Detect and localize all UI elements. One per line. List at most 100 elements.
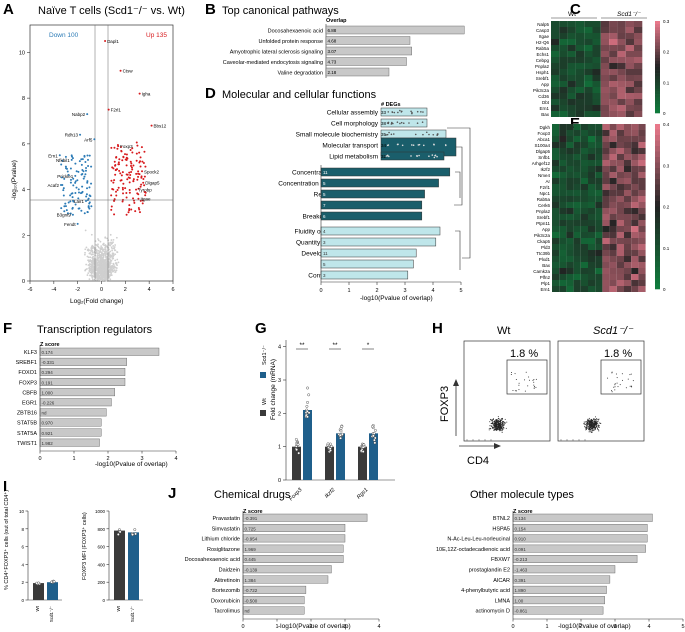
colorbar-segment (655, 206, 660, 213)
molfun-dot (444, 144, 447, 146)
canonical-row-label: Docosahexaenoic acid (268, 29, 323, 35)
heatmap-cell (559, 39, 568, 45)
flow-event (499, 425, 501, 427)
heatmap-cell (602, 268, 610, 274)
flow-event (583, 423, 585, 425)
bar-row-label: Doxorubicin (211, 598, 240, 604)
heatmap-cell (573, 220, 581, 226)
heatmap-cell (602, 274, 610, 280)
heatmap-cell (592, 81, 601, 87)
heatmap-cell (625, 51, 634, 57)
volcano-ytick-label: 6 (22, 142, 25, 148)
heatmap-cell (588, 136, 596, 142)
heatmap-cell (638, 232, 646, 238)
flow-event (498, 418, 500, 420)
heatmap-cell (559, 202, 567, 208)
heatmap-cell (624, 154, 632, 160)
colorbar-segment (655, 67, 660, 71)
bar-value-label: -0.226 (42, 401, 55, 406)
heatmap-cell (551, 27, 560, 33)
heatmap-cell (552, 166, 560, 172)
heatmap-cell (573, 178, 581, 184)
heatmap-cell (609, 99, 618, 105)
bar-row-label: STAT5B (17, 421, 37, 427)
heatmap-cell (609, 214, 617, 220)
heatmap-cell (559, 172, 567, 178)
molfun-dot (418, 154, 420, 157)
flow-event (495, 419, 497, 421)
heatmap-cell (631, 244, 639, 250)
heatmap-cell (580, 220, 588, 226)
molfun-dot (434, 154, 437, 157)
heatmap-cell (616, 208, 624, 214)
volcano-point-up (131, 151, 134, 154)
heatmap-gene-label: Foxp3 (537, 131, 550, 136)
x-tick-label: 3 (613, 624, 616, 630)
volcano-point-down (86, 180, 89, 183)
heatmap-cell (552, 202, 560, 208)
panel-label-e: E (570, 115, 580, 132)
volcano-point-ns (109, 260, 112, 263)
molfun-deg-value: 35 (381, 132, 387, 137)
heatmap-cell (580, 268, 588, 274)
heatmap-cell (588, 274, 596, 280)
volcano-gene-label: Ern1 (48, 153, 58, 158)
flow-event (595, 420, 597, 422)
heatmap-cell (631, 268, 639, 274)
colorbar-segment (655, 278, 660, 284)
flow-event (587, 421, 589, 423)
heatmap-cell (566, 178, 574, 184)
bar-value-label: 1.384 (245, 578, 257, 583)
heatmap-cell (552, 154, 560, 160)
volcano-point-ns (115, 267, 118, 269)
flow-event (588, 429, 590, 431)
volcano-point-ns (96, 256, 99, 259)
heatmap-cell (616, 172, 624, 178)
flow-event (586, 420, 588, 422)
flow-event (505, 427, 507, 429)
flow-event (591, 428, 593, 430)
volcano-point-up (129, 160, 132, 163)
flow-event (488, 427, 490, 429)
molfun-deg-value: 38 (381, 121, 387, 126)
volcano-label-point (58, 154, 61, 157)
heatmap-cell (559, 232, 567, 238)
heatmap-gene-label: Itgae (539, 34, 550, 39)
heatmap-cell (566, 130, 574, 136)
heatmap-cell (609, 33, 618, 39)
flow-event (586, 427, 588, 429)
volcano-label-point (141, 170, 144, 173)
heatmap-cell (588, 214, 596, 220)
heatmap-cell (609, 63, 618, 69)
heatmap-cell (617, 111, 626, 117)
colorbar-segment (655, 63, 660, 68)
colorbar-tick-label: 0.1 (663, 246, 670, 251)
heatmap-cell (609, 148, 617, 154)
volcano-point-ns (108, 275, 111, 278)
heatmap-cell (580, 184, 588, 190)
bar-row-label: FBXW7 (491, 557, 510, 563)
volcano-point-ns (84, 251, 86, 254)
volcano-point-up (136, 144, 139, 147)
heatmap-cell (609, 81, 618, 87)
heatmap-cell (575, 93, 585, 99)
canonical-bar (325, 46, 412, 56)
heatmap-cell (617, 27, 626, 33)
canonical-row-label: Amyotrophic lateral sclerosis signaling (230, 50, 323, 56)
flow-event (593, 418, 595, 420)
volcano-point-up (121, 200, 124, 203)
molfun-deg-value: 6 (323, 214, 326, 219)
volcano-point-ns (102, 278, 105, 281)
volcano-point-ns (111, 268, 114, 271)
flow-event (489, 425, 491, 427)
heatmap-cell (552, 250, 560, 256)
volcano-gene-label: Itgae (140, 197, 151, 202)
bar-row-label: Simvastatin (212, 526, 240, 532)
volcano-point-ns (84, 229, 87, 232)
colorbar-segment (655, 97, 660, 102)
heatmap-cell (595, 256, 603, 262)
bar-value-label: -1.463 (515, 568, 528, 573)
volcano-point-up (117, 161, 120, 164)
colorbar-segment (655, 79, 660, 83)
